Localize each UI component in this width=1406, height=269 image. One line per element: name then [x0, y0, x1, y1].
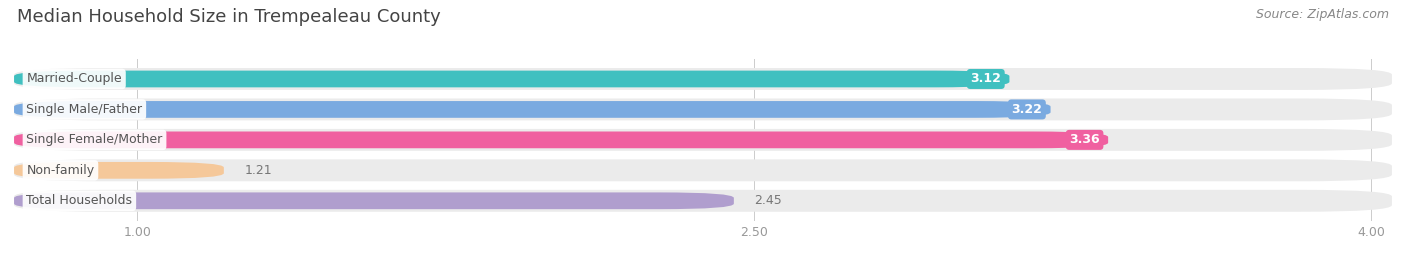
- Text: 3.12: 3.12: [970, 72, 1001, 86]
- FancyBboxPatch shape: [14, 192, 734, 209]
- FancyBboxPatch shape: [14, 132, 1108, 148]
- FancyBboxPatch shape: [14, 162, 224, 179]
- Text: Non-family: Non-family: [27, 164, 94, 177]
- Text: Total Households: Total Households: [27, 194, 132, 207]
- FancyBboxPatch shape: [14, 159, 1392, 181]
- FancyBboxPatch shape: [14, 98, 1392, 121]
- FancyBboxPatch shape: [14, 70, 1010, 87]
- Text: 3.36: 3.36: [1070, 133, 1099, 146]
- Text: Source: ZipAtlas.com: Source: ZipAtlas.com: [1256, 8, 1389, 21]
- Text: 3.22: 3.22: [1011, 103, 1042, 116]
- Text: Median Household Size in Trempealeau County: Median Household Size in Trempealeau Cou…: [17, 8, 440, 26]
- Text: Single Male/Father: Single Male/Father: [27, 103, 142, 116]
- Text: 1.21: 1.21: [245, 164, 271, 177]
- Text: 2.45: 2.45: [755, 194, 782, 207]
- FancyBboxPatch shape: [14, 101, 1050, 118]
- Text: Single Female/Mother: Single Female/Mother: [27, 133, 163, 146]
- FancyBboxPatch shape: [14, 68, 1392, 90]
- FancyBboxPatch shape: [14, 129, 1392, 151]
- Text: Married-Couple: Married-Couple: [27, 72, 122, 86]
- FancyBboxPatch shape: [14, 190, 1392, 212]
